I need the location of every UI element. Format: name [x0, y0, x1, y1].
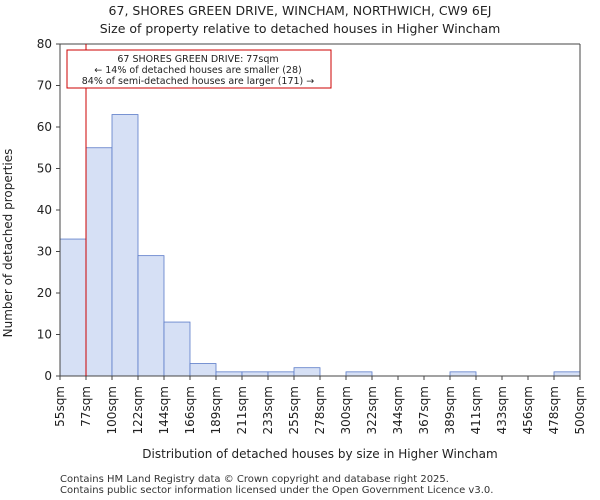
y-tick-label-70: 70 [37, 79, 52, 93]
bar-389sqm [449, 371, 477, 377]
bar-166sqm [189, 363, 217, 377]
annotation-box [66, 49, 332, 89]
y-tick-label-10: 10 [37, 328, 52, 342]
x-tick-label-344sqm: 344sqm [391, 386, 405, 434]
annotation-line-1: 67 SHORES GREEN DRIVE: 77sqm [117, 54, 278, 65]
bar-77sqm [85, 147, 113, 377]
bar-478sqm [553, 371, 581, 377]
x-tick-label-433sqm: 433sqm [495, 386, 509, 434]
bar-300sqm [345, 371, 373, 377]
x-tick-label-189sqm: 189sqm [209, 386, 223, 434]
bar-100sqm [111, 114, 139, 377]
y-tick-label-30: 30 [37, 245, 52, 259]
x-axis-label: Distribution of detached houses by size … [142, 447, 497, 461]
footer-line-2: Contains public sector information licen… [60, 485, 494, 496]
chart-subtitle: Size of property relative to detached ho… [99, 21, 501, 36]
footer-line-1: Contains HM Land Registry data © Crown c… [60, 474, 449, 485]
x-tick-label-500sqm: 500sqm [573, 386, 587, 434]
x-tick-label-300sqm: 300sqm [339, 386, 353, 434]
y-tick-label-50: 50 [37, 162, 52, 176]
x-tick-label-411sqm: 411sqm [469, 386, 483, 434]
x-tick-label-55sqm: 55sqm [53, 386, 67, 427]
x-tick-label-233sqm: 233sqm [261, 386, 275, 434]
x-tick-label-367sqm: 367sqm [417, 386, 431, 434]
y-tick-label-40: 40 [37, 203, 52, 217]
x-tick-label-166sqm: 166sqm [183, 386, 197, 434]
x-tick-label-322sqm: 322sqm [365, 386, 379, 434]
bar-122sqm [137, 255, 165, 377]
bar-55sqm [59, 238, 87, 377]
x-tick-label-456sqm: 456sqm [521, 386, 535, 434]
bar-211sqm [241, 371, 269, 377]
bar-144sqm [163, 321, 191, 377]
bar-255sqm [293, 367, 321, 377]
annotation-line-2: ← 14% of detached houses are smaller (28… [94, 65, 301, 76]
y-axis-label: Number of detached properties [1, 149, 15, 338]
x-tick-label-389sqm: 389sqm [443, 386, 457, 434]
x-tick-label-478sqm: 478sqm [547, 386, 561, 434]
y-tick-label-80: 80 [37, 37, 52, 51]
x-tick-label-144sqm: 144sqm [157, 386, 171, 434]
y-tick-label-60: 60 [37, 120, 52, 134]
x-tick-label-255sqm: 255sqm [287, 386, 301, 434]
x-tick-label-211sqm: 211sqm [235, 386, 249, 434]
y-tick-label-0: 0 [44, 369, 52, 383]
y-tick-label-20: 20 [37, 286, 52, 300]
annotation-line-3: 84% of semi-detached houses are larger (… [82, 76, 315, 87]
bar-233sqm [267, 371, 295, 377]
x-tick-label-100sqm: 100sqm [105, 386, 119, 434]
x-tick-label-122sqm: 122sqm [131, 386, 145, 434]
x-tick-label-77sqm: 77sqm [79, 386, 93, 427]
bar-189sqm [215, 371, 243, 377]
x-tick-label-278sqm: 278sqm [313, 386, 327, 434]
chart-title: 67, SHORES GREEN DRIVE, WINCHAM, NORTHWI… [108, 3, 492, 18]
